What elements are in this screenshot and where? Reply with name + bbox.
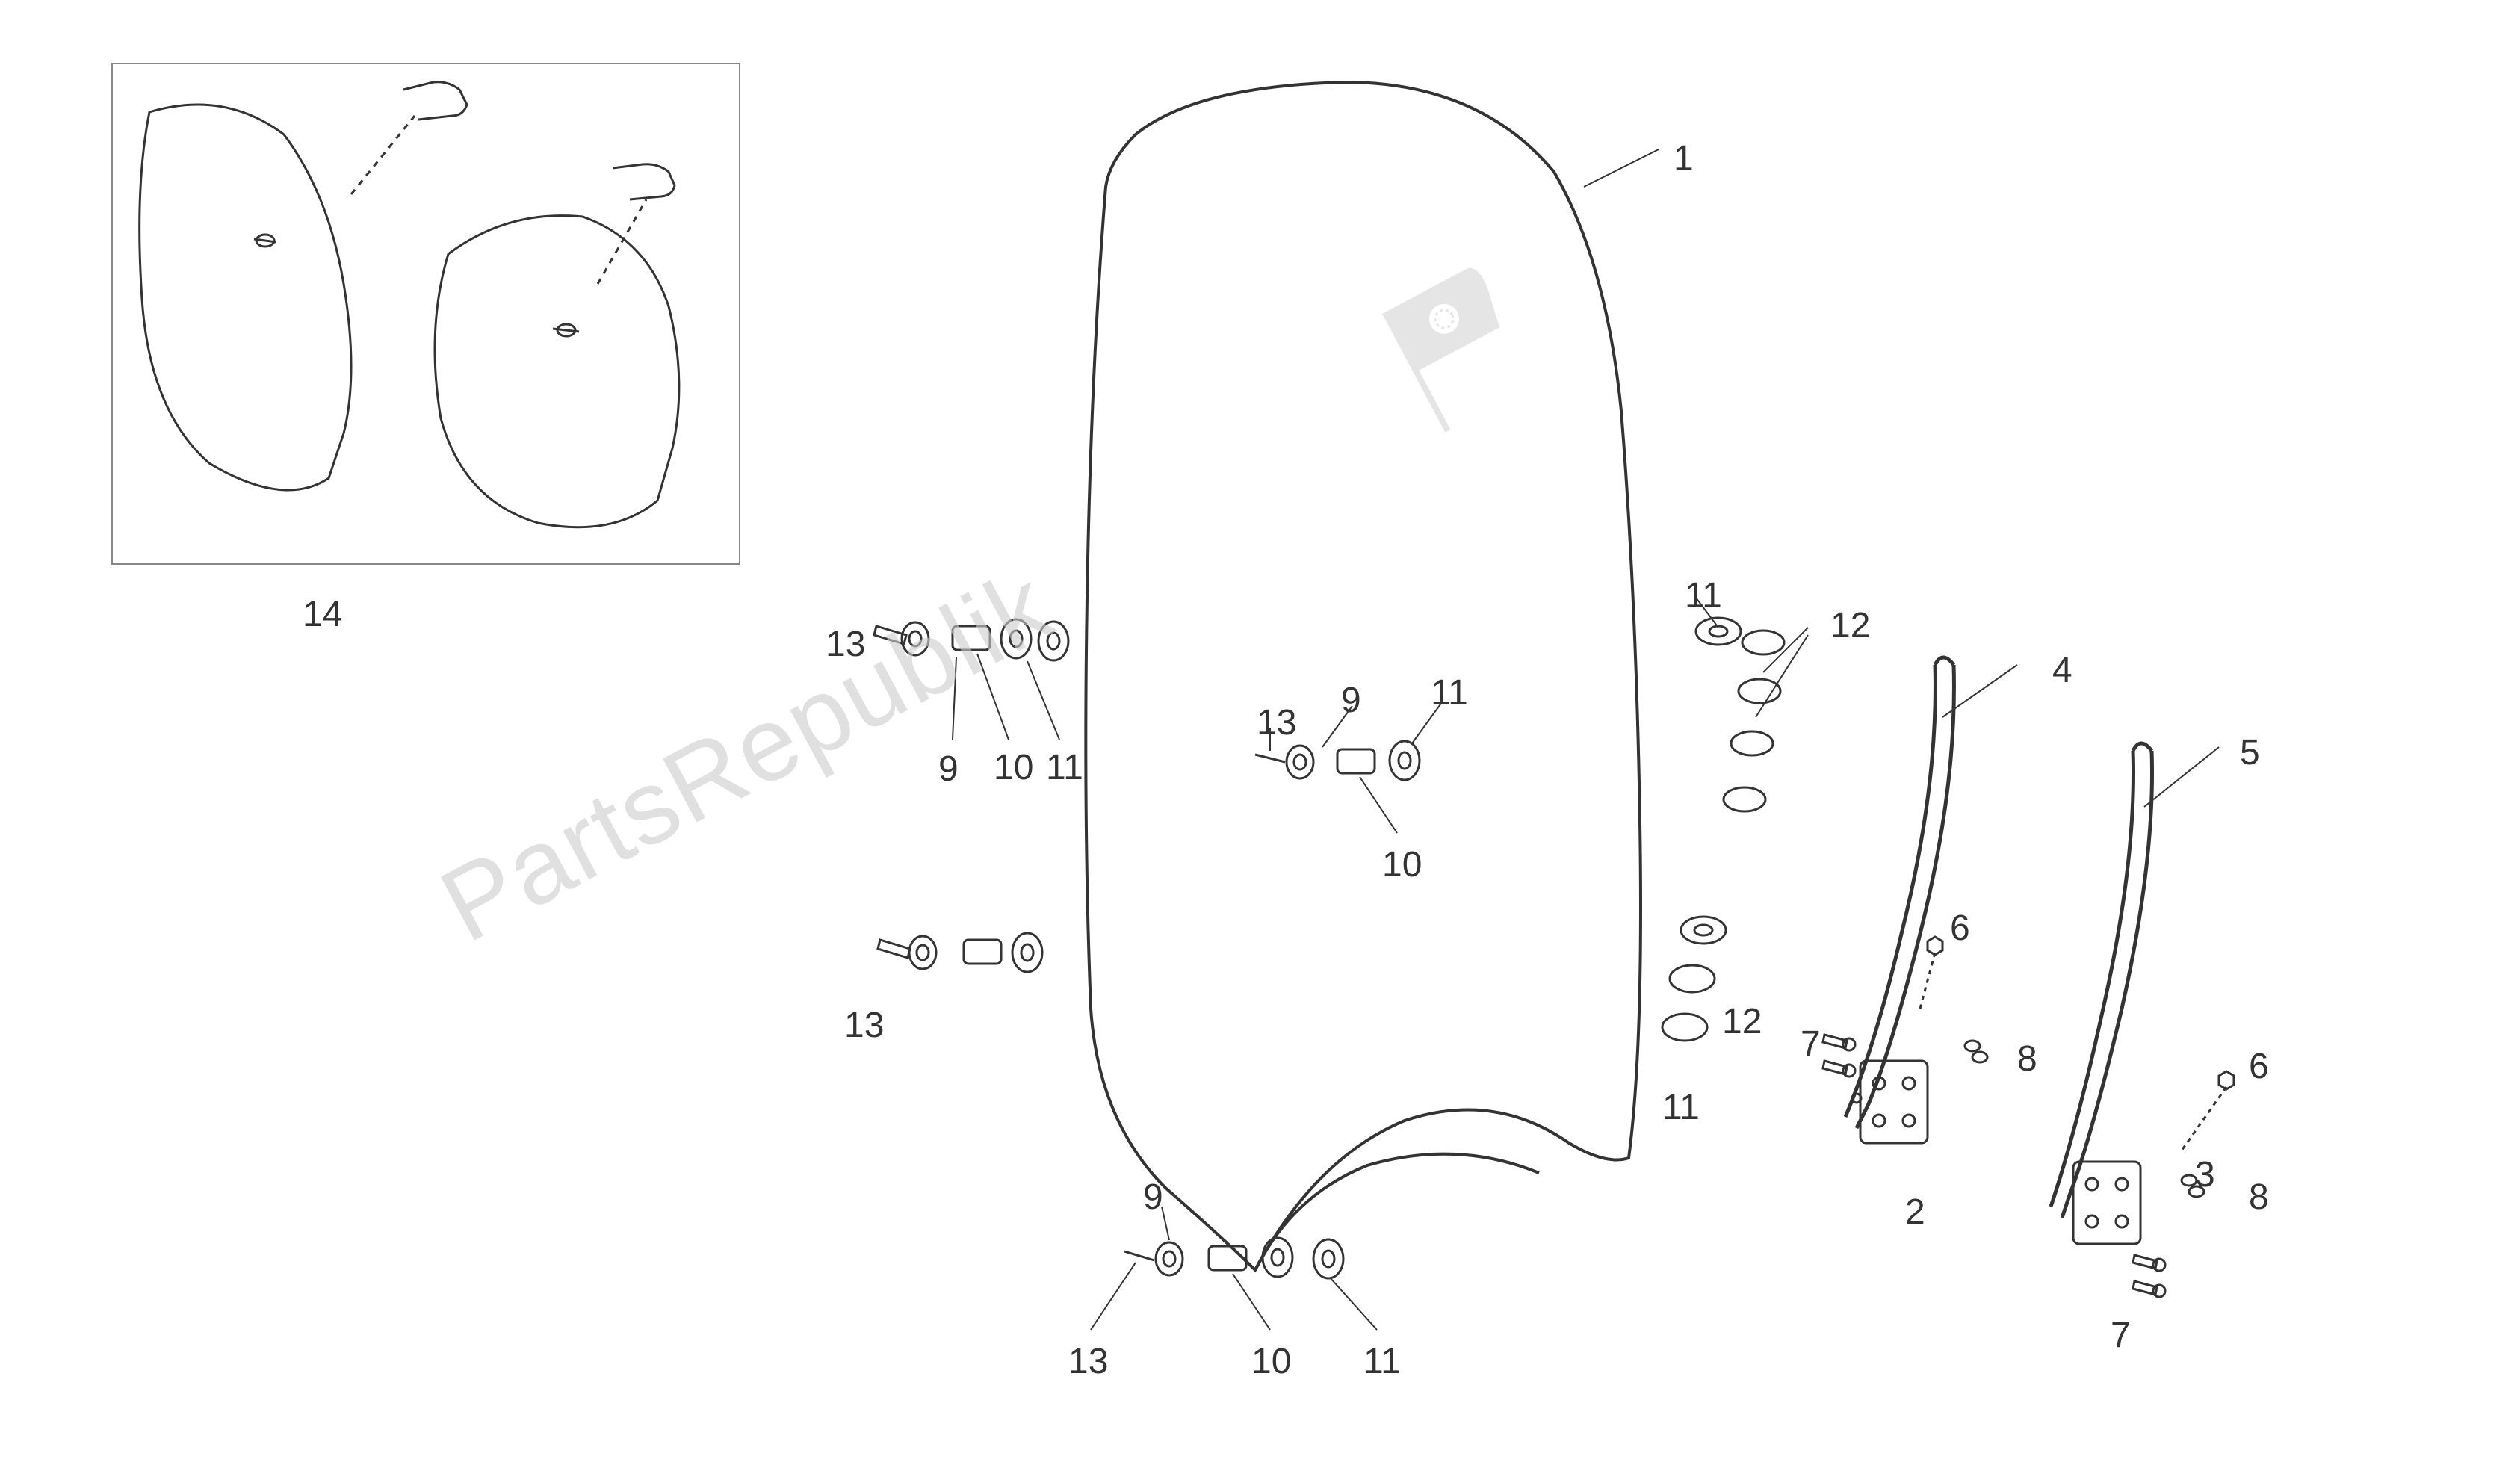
callout-11d: 11 bbox=[1662, 1087, 1700, 1128]
fastener-bottom bbox=[1124, 1238, 1343, 1278]
callout-8: 8 bbox=[2017, 1038, 2037, 1080]
callout-3: 3 bbox=[2195, 1154, 2215, 1195]
windshield bbox=[1086, 82, 1641, 1270]
callout-10c: 10 bbox=[1251, 1341, 1291, 1382]
callout-1: 1 bbox=[1674, 138, 1694, 179]
callout-14: 14 bbox=[303, 594, 342, 635]
bracket-3 bbox=[2073, 1162, 2140, 1244]
callout-5: 5 bbox=[2240, 732, 2260, 773]
callout-10: 10 bbox=[994, 747, 1033, 788]
hand-guard-right bbox=[435, 216, 679, 527]
callout-4: 4 bbox=[2052, 650, 2072, 691]
callout-13b: 13 bbox=[1257, 702, 1296, 743]
hand-guard-bracket-left bbox=[351, 82, 467, 194]
fastener-mid bbox=[1255, 741, 1420, 780]
fastener-top-left bbox=[874, 619, 1068, 660]
callout-11c: 11 bbox=[1685, 575, 1722, 616]
hand-guard-bracket-right bbox=[598, 164, 675, 284]
watermark-flag-icon bbox=[1382, 264, 1538, 433]
callout-13c: 13 bbox=[844, 1005, 884, 1046]
hand-guard-left bbox=[140, 105, 351, 490]
callout-7: 7 bbox=[1801, 1023, 1821, 1065]
parts-diagram: PartsRepublik 1 2 3 4 5 6 6 7 7 8 8 9 9 … bbox=[0, 0, 2520, 1471]
callout-9: 9 bbox=[938, 749, 959, 790]
callout-12: 12 bbox=[1830, 605, 1870, 646]
callout-7b: 7 bbox=[2111, 1315, 2131, 1356]
washers-8 bbox=[1965, 1041, 2204, 1197]
callout-9b: 9 bbox=[1341, 680, 1361, 721]
callout-6: 6 bbox=[1950, 908, 1970, 949]
callout-9c: 9 bbox=[1143, 1177, 1163, 1218]
callout-10b: 10 bbox=[1382, 844, 1422, 885]
callout-6b: 6 bbox=[2249, 1046, 2269, 1087]
support-rod-5 bbox=[2051, 743, 2152, 1218]
support-rod-4 bbox=[1845, 657, 1954, 1128]
callout-12b: 12 bbox=[1722, 1001, 1762, 1042]
callout-11: 11 bbox=[1046, 747, 1083, 788]
callout-8b: 8 bbox=[2249, 1177, 2269, 1218]
bolts-7 bbox=[1823, 1035, 2165, 1297]
callout-11e: 11 bbox=[1363, 1341, 1401, 1382]
fastener-bottom-left bbox=[878, 933, 1042, 972]
callout-11b: 11 bbox=[1431, 672, 1468, 713]
inset-box bbox=[112, 64, 740, 564]
washer-stack-right bbox=[1662, 618, 1784, 1041]
callout-leaders bbox=[1584, 149, 2219, 807]
callout-13d: 13 bbox=[1068, 1341, 1108, 1382]
callout-2: 2 bbox=[1905, 1192, 1925, 1233]
callout-13: 13 bbox=[826, 624, 865, 665]
